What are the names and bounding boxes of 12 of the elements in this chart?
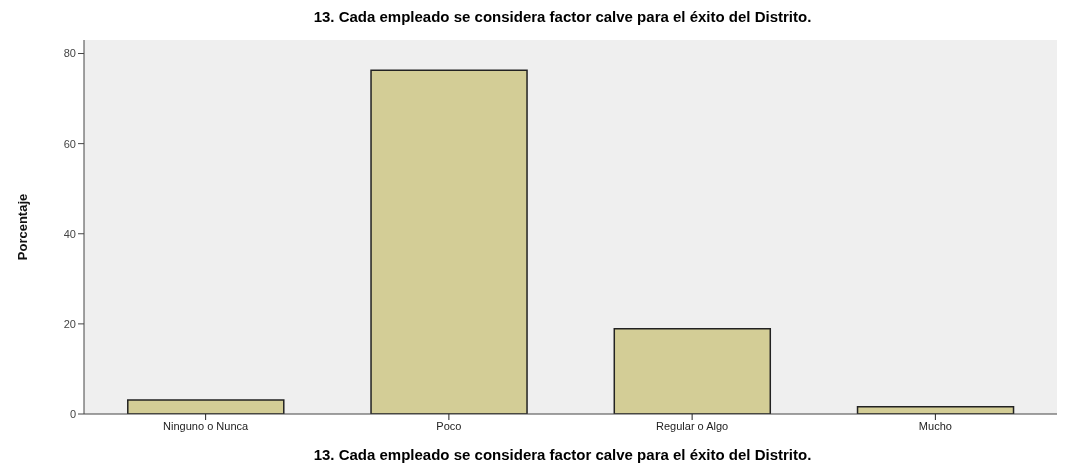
y-tick-label: 20 (63, 317, 76, 330)
chart-title: 13. Cada empleado se considera factor calve para el éxito del Distrito. (312, 8, 813, 26)
y-tick-label: 60 (63, 137, 76, 150)
x-tick-label: Regular o Algo (656, 419, 729, 432)
y-tick-label: 0 (69, 407, 76, 420)
x-tick-label: Mucho (918, 419, 952, 432)
y-axis-title: Porcentaje (14, 193, 30, 261)
x-tick-label: Poco (436, 419, 462, 432)
x-tick-label: Ninguno o Nunca (163, 419, 249, 432)
y-tick-label: 80 (63, 47, 76, 60)
x-axis-title: 13. Cada empleado se considera factor calve para el éxito del Distrito. (312, 446, 813, 464)
y-tick-label: 40 (63, 227, 76, 240)
